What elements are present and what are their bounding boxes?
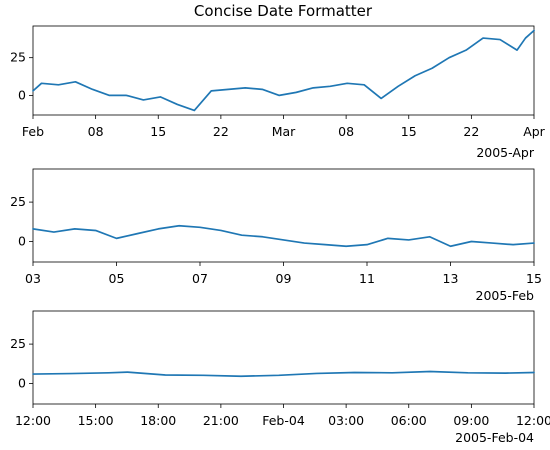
chart-title: Concise Date Formatter — [194, 2, 373, 20]
middle-xtick-label-0: 03 — [25, 271, 41, 286]
bottom-xtick-label-2: 18:00 — [140, 413, 176, 428]
bottom-x-ticks: 12:00 15:00 18:00 21:00 Feb-04 03:00 06:00 09:0… — [15, 404, 550, 428]
bottom-panel: 0 25 12:00 15:00 18:00 21:00 Feb-04 03:00 06:00… — [10, 310, 550, 445]
middle-x-ticks: 03 05 07 09 11 13 15 — [25, 262, 542, 286]
top-ytick-label-1: 25 — [10, 50, 26, 65]
middle-offset-label: 2005-Feb — [476, 288, 535, 303]
bottom-xtick-label-8: 12:00 — [516, 413, 550, 428]
middle-xtick-label-5: 13 — [443, 271, 459, 286]
bottom-xtick-label-1: 15:00 — [78, 413, 114, 428]
top-xtick-label-7: 22 — [463, 124, 479, 139]
middle-panel: 0 25 03 05 07 09 11 13 15 2005-Feb — [10, 168, 542, 303]
top-x-ticks: Feb 08 15 22 Mar 08 15 22 Apr — [22, 115, 546, 139]
middle-ytick-label-0: 0 — [18, 234, 26, 249]
bottom-xtick-label-7: 09:00 — [453, 413, 489, 428]
middle-axes-frame — [32, 168, 535, 263]
middle-xtick-label-6: 15 — [526, 271, 542, 286]
top-y-ticks: 0 25 — [10, 50, 33, 102]
bottom-offset-label: 2005-Feb-04 — [455, 430, 534, 445]
top-xtick-label-2: 15 — [150, 124, 166, 139]
middle-series-line — [32, 224, 535, 248]
middle-xtick-label-3: 09 — [276, 271, 292, 286]
bottom-xtick-label-5: 03:00 — [328, 413, 364, 428]
bottom-ytick-label-0: 0 — [18, 376, 26, 391]
top-series-line — [32, 29, 535, 112]
middle-xtick-label-2: 07 — [192, 271, 208, 286]
bottom-xtick-label-6: 06:00 — [391, 413, 427, 428]
top-xtick-label-6: 15 — [401, 124, 417, 139]
middle-ytick-label-1: 25 — [10, 194, 26, 209]
top-offset-label: 2005-Apr — [476, 145, 535, 160]
top-xtick-label-3: 22 — [213, 124, 229, 139]
bottom-xtick-label-3: 21:00 — [203, 413, 239, 428]
top-xtick-label-5: 08 — [338, 124, 354, 139]
top-ytick-label-0: 0 — [18, 87, 26, 102]
bottom-series-line — [32, 370, 535, 378]
bottom-xtick-label-4: Feb-04 — [262, 413, 305, 428]
bottom-ytick-label-1: 25 — [10, 336, 26, 351]
middle-xtick-label-4: 11 — [359, 271, 375, 286]
top-xtick-label-0: Feb — [22, 124, 44, 139]
bottom-y-ticks: 0 25 — [10, 336, 33, 391]
top-axes-frame — [32, 25, 535, 116]
bottom-xtick-label-0: 12:00 — [15, 413, 51, 428]
middle-xtick-label-1: 05 — [109, 271, 125, 286]
bottom-axes-frame — [32, 310, 535, 405]
top-xtick-label-8: Apr — [523, 124, 545, 139]
middle-y-ticks: 0 25 — [10, 194, 33, 249]
top-xtick-label-4: Mar — [272, 124, 296, 139]
top-xtick-label-1: 08 — [88, 124, 104, 139]
top-panel: 0 25 Feb 08 15 22 Mar 08 15 22 Apr 2005-Apr — [10, 25, 546, 160]
